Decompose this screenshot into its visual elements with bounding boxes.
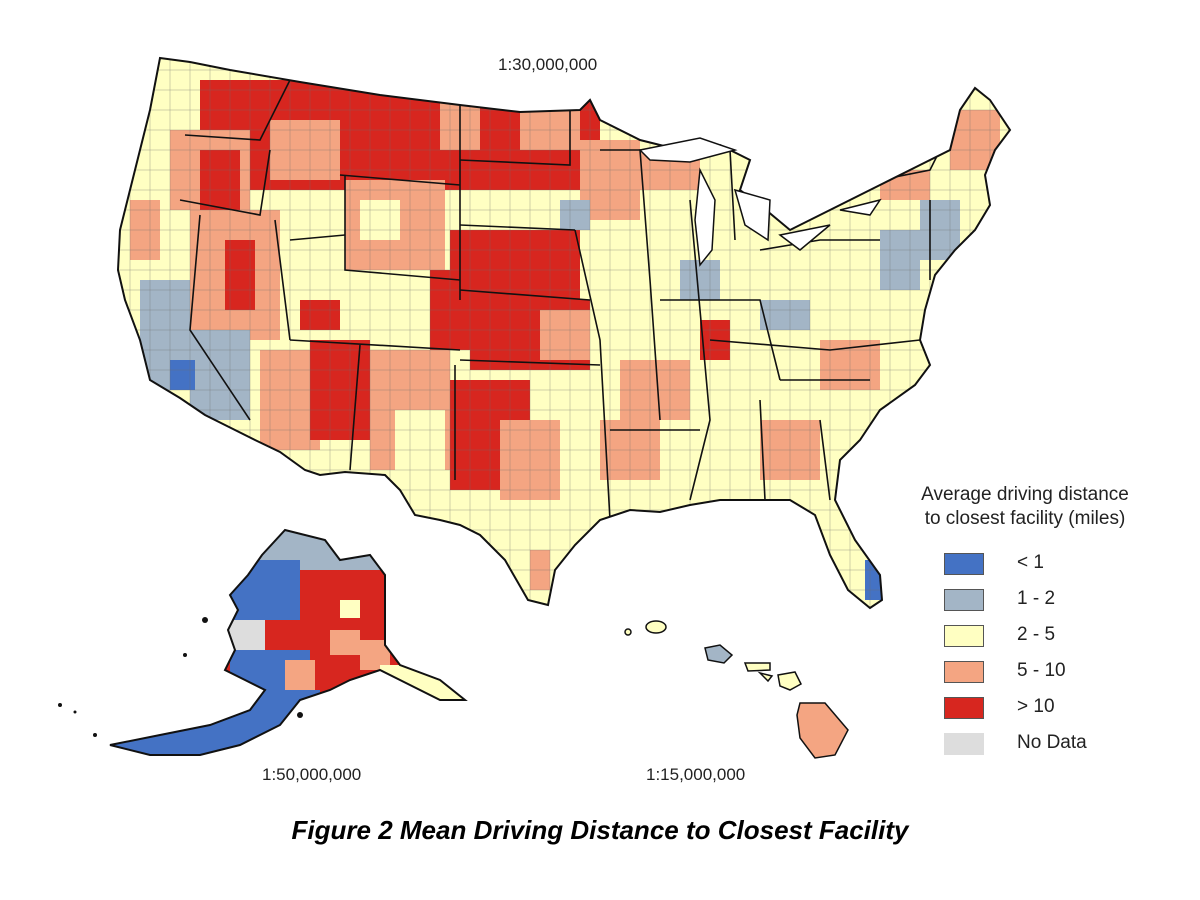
legend-label: 2 - 5 [1017, 624, 1056, 645]
legend-item-less-than-1: < 1 [944, 551, 1144, 577]
hawaii-map [624, 620, 849, 759]
legend-item-1-to-2: 1 - 2 [944, 587, 1144, 613]
legend-swatch [944, 589, 984, 611]
contiguous-us-map [118, 58, 1010, 608]
legend-item-5-to-10: 5 - 10 [944, 659, 1144, 685]
alaska-outline [109, 528, 468, 756]
great-lakes [638, 137, 882, 267]
legend-label: 5 - 10 [1017, 660, 1066, 681]
conus-scale-label: 1:30,000,000 [498, 55, 598, 74]
legend-item-no-data: No Data [944, 731, 1144, 757]
hawaii-scale-label: 1:15,000,000 [646, 765, 746, 784]
legend-swatch [944, 625, 984, 647]
legend-swatch [944, 553, 984, 575]
legend-title-line-1: Average driving distance [921, 484, 1129, 505]
legend-label: 1 - 2 [1017, 588, 1056, 609]
legend-swatch [944, 661, 984, 683]
legend-label: < 1 [1017, 552, 1044, 573]
conus-outline [116, 56, 1012, 610]
legend-title: Average driving distance to closest faci… [890, 483, 1160, 531]
alaska-scale-label: 1:50,000,000 [262, 765, 362, 784]
legend-label: No Data [1017, 732, 1087, 753]
legend-item-greater-than-10: > 10 [944, 695, 1144, 721]
map-legend: Average driving distance to closest faci… [890, 483, 1160, 755]
alaska-map [110, 530, 465, 755]
legend-swatch [944, 697, 984, 719]
figure-caption: Figure 2 Mean Driving Distance to Closes… [291, 815, 909, 845]
legend-title-line-2: to closest facility (miles) [924, 508, 1126, 529]
legend-item-2-to-5: 2 - 5 [944, 623, 1144, 649]
legend-label: > 10 [1017, 696, 1055, 717]
legend-swatch [944, 733, 984, 755]
alaska-islands [58, 617, 303, 737]
